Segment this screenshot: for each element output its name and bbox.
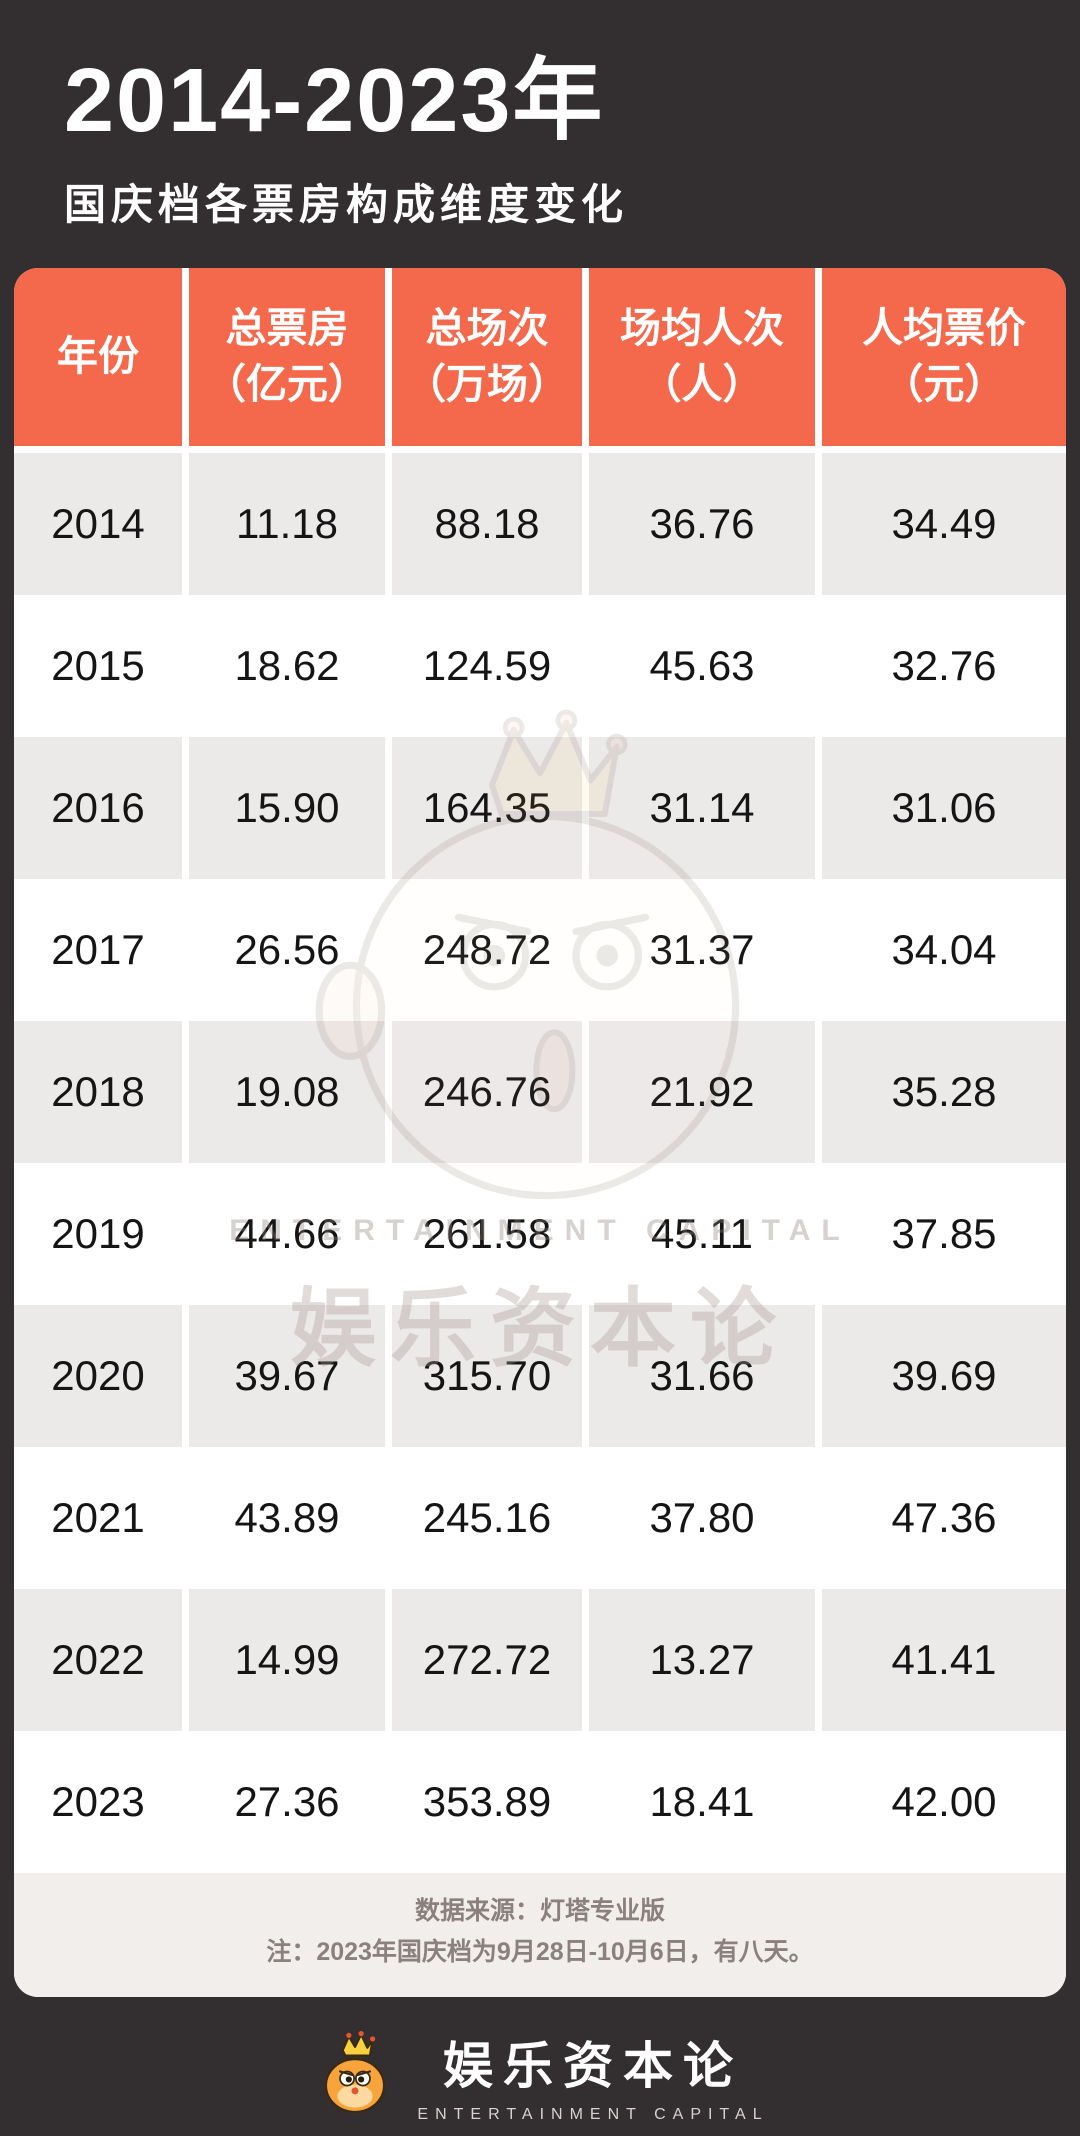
cell-attendance: 31.37 bbox=[589, 878, 815, 1021]
column-header-price: 人均票价 （元） bbox=[822, 267, 1066, 446]
page-title: 2014-2023年 bbox=[64, 51, 605, 151]
brand-block: 娱乐资本论 ENTERTAINMENT CAPITAL bbox=[417, 2026, 768, 2124]
column-header-year: 年份 bbox=[14, 267, 182, 446]
column-header-label: 场均人次 bbox=[620, 305, 784, 352]
cell-price: 47.36 bbox=[822, 1446, 1066, 1589]
data-source-note: 数据来源：灯塔专业版 bbox=[414, 1896, 665, 1925]
cell-box-office: 14.99 bbox=[189, 1588, 385, 1731]
table-row: 2022 14.99 272.72 13.27 41.41 bbox=[14, 1588, 1066, 1731]
table-row: 2020 39.67 315.70 31.66 39.69 bbox=[14, 1304, 1066, 1447]
cell-year: 2023 bbox=[14, 1730, 182, 1873]
table-row: 2017 26.56 248.72 31.37 34.04 bbox=[14, 878, 1066, 1021]
cell-box-office: 26.56 bbox=[189, 878, 385, 1021]
cell-year: 2014 bbox=[14, 452, 182, 595]
cell-screenings: 315.70 bbox=[392, 1304, 582, 1447]
table-row: 2015 18.62 124.59 45.63 32.76 bbox=[14, 594, 1066, 737]
cell-attendance: 31.66 bbox=[589, 1304, 815, 1447]
cell-price: 32.76 bbox=[822, 594, 1066, 737]
cell-box-office: 11.18 bbox=[189, 452, 385, 595]
cell-price: 31.06 bbox=[822, 736, 1066, 879]
cell-screenings: 124.59 bbox=[392, 594, 582, 737]
cell-price: 34.04 bbox=[822, 878, 1066, 1021]
date-range-note: 注：2023年国庆档为9月28日-10月6日，有八天。 bbox=[266, 1938, 814, 1966]
cell-attendance: 13.27 bbox=[589, 1588, 815, 1731]
cell-box-office: 18.62 bbox=[189, 594, 385, 737]
cell-box-office: 19.08 bbox=[189, 1020, 385, 1163]
cell-price: 35.28 bbox=[822, 1020, 1066, 1163]
column-header-unit: （元） bbox=[882, 360, 1006, 407]
cell-price: 39.69 bbox=[822, 1304, 1066, 1447]
column-header-label: 总场次 bbox=[425, 305, 549, 352]
cell-year: 2017 bbox=[14, 878, 182, 1021]
cell-price: 34.49 bbox=[822, 452, 1066, 595]
cell-box-office: 43.89 bbox=[189, 1446, 385, 1589]
title-block: 2014-2023年 国庆档各票房构成维度变化 bbox=[0, 0, 1080, 232]
cell-screenings: 246.76 bbox=[392, 1020, 582, 1163]
cell-attendance: 36.76 bbox=[589, 452, 815, 595]
cell-screenings: 261.58 bbox=[392, 1162, 582, 1305]
column-header-label: 人均票价 bbox=[862, 305, 1026, 352]
column-header-attendance: 场均人次 （人） bbox=[589, 267, 815, 446]
cell-attendance: 45.63 bbox=[589, 594, 815, 737]
cell-year: 2020 bbox=[14, 1304, 182, 1447]
cell-year: 2015 bbox=[14, 594, 182, 737]
cell-box-office: 15.90 bbox=[189, 736, 385, 879]
table-row: 2023 27.36 353.89 18.41 42.00 bbox=[14, 1730, 1066, 1873]
table-card: 年份 总票房 （亿元） 总场次 （万场） 场均人次 （人） 人均票价 （元） bbox=[14, 267, 1066, 1997]
brand-footer: 娱乐资本论 ENTERTAINMENT CAPITAL bbox=[0, 1997, 1080, 2136]
table-row: 2018 19.08 246.76 21.92 35.28 bbox=[14, 1020, 1066, 1163]
column-header-unit: （人） bbox=[640, 360, 764, 407]
cell-attendance: 45.11 bbox=[589, 1162, 815, 1305]
cell-year: 2019 bbox=[14, 1162, 182, 1305]
cell-year: 2016 bbox=[14, 736, 182, 879]
cell-screenings: 88.18 bbox=[392, 452, 582, 595]
table-header-row: 年份 总票房 （亿元） 总场次 （万场） 场均人次 （人） 人均票价 （元） bbox=[14, 267, 1066, 446]
cell-price: 41.41 bbox=[822, 1588, 1066, 1731]
cell-year: 2021 bbox=[14, 1446, 182, 1589]
cell-box-office: 27.36 bbox=[189, 1730, 385, 1873]
table-row: 2016 15.90 164.35 31.14 31.06 bbox=[14, 736, 1066, 879]
cell-attendance: 37.80 bbox=[589, 1446, 815, 1589]
column-header-unit: （亿元） bbox=[205, 360, 369, 407]
cell-price: 42.00 bbox=[822, 1730, 1066, 1873]
table-row: 2021 43.89 245.16 37.80 47.36 bbox=[14, 1446, 1066, 1589]
mascot-logo-icon bbox=[325, 2030, 386, 2113]
brand-name-en: ENTERTAINMENT CAPITAL bbox=[417, 2105, 769, 2123]
cell-screenings: 245.16 bbox=[392, 1446, 582, 1589]
column-header-box-office: 总票房 （亿元） bbox=[189, 267, 385, 446]
cell-attendance: 18.41 bbox=[589, 1730, 815, 1873]
cell-screenings: 248.72 bbox=[392, 878, 582, 1021]
table-row: 2019 44.66 261.58 45.11 37.85 bbox=[14, 1162, 1066, 1305]
cell-box-office: 44.66 bbox=[189, 1162, 385, 1305]
column-header-label: 总票房 bbox=[225, 305, 349, 352]
page-subtitle: 国庆档各票房构成维度变化 bbox=[64, 180, 629, 228]
cell-year: 2022 bbox=[14, 1588, 182, 1731]
cell-attendance: 31.14 bbox=[589, 736, 815, 879]
cell-box-office: 39.67 bbox=[189, 1304, 385, 1447]
column-header-unit: （万场） bbox=[405, 360, 569, 407]
cell-year: 2018 bbox=[14, 1020, 182, 1163]
cell-screenings: 272.72 bbox=[392, 1588, 582, 1731]
cell-screenings: 164.35 bbox=[392, 736, 582, 879]
cell-attendance: 21.92 bbox=[589, 1020, 815, 1163]
table-row: 2014 11.18 88.18 36.76 34.49 bbox=[14, 452, 1066, 595]
footnotes: 数据来源：灯塔专业版 注：2023年国庆档为9月28日-10月6日，有八天。 bbox=[14, 1872, 1066, 1997]
brand-name: 娱乐资本论 bbox=[443, 2037, 743, 2094]
cell-price: 37.85 bbox=[822, 1162, 1066, 1305]
column-header-label: 年份 bbox=[57, 332, 139, 379]
column-header-screenings: 总场次 （万场） bbox=[392, 267, 582, 446]
cell-screenings: 353.89 bbox=[392, 1730, 582, 1873]
table-body: 2014 11.18 88.18 36.76 34.49 2015 18.62 … bbox=[14, 452, 1066, 1873]
